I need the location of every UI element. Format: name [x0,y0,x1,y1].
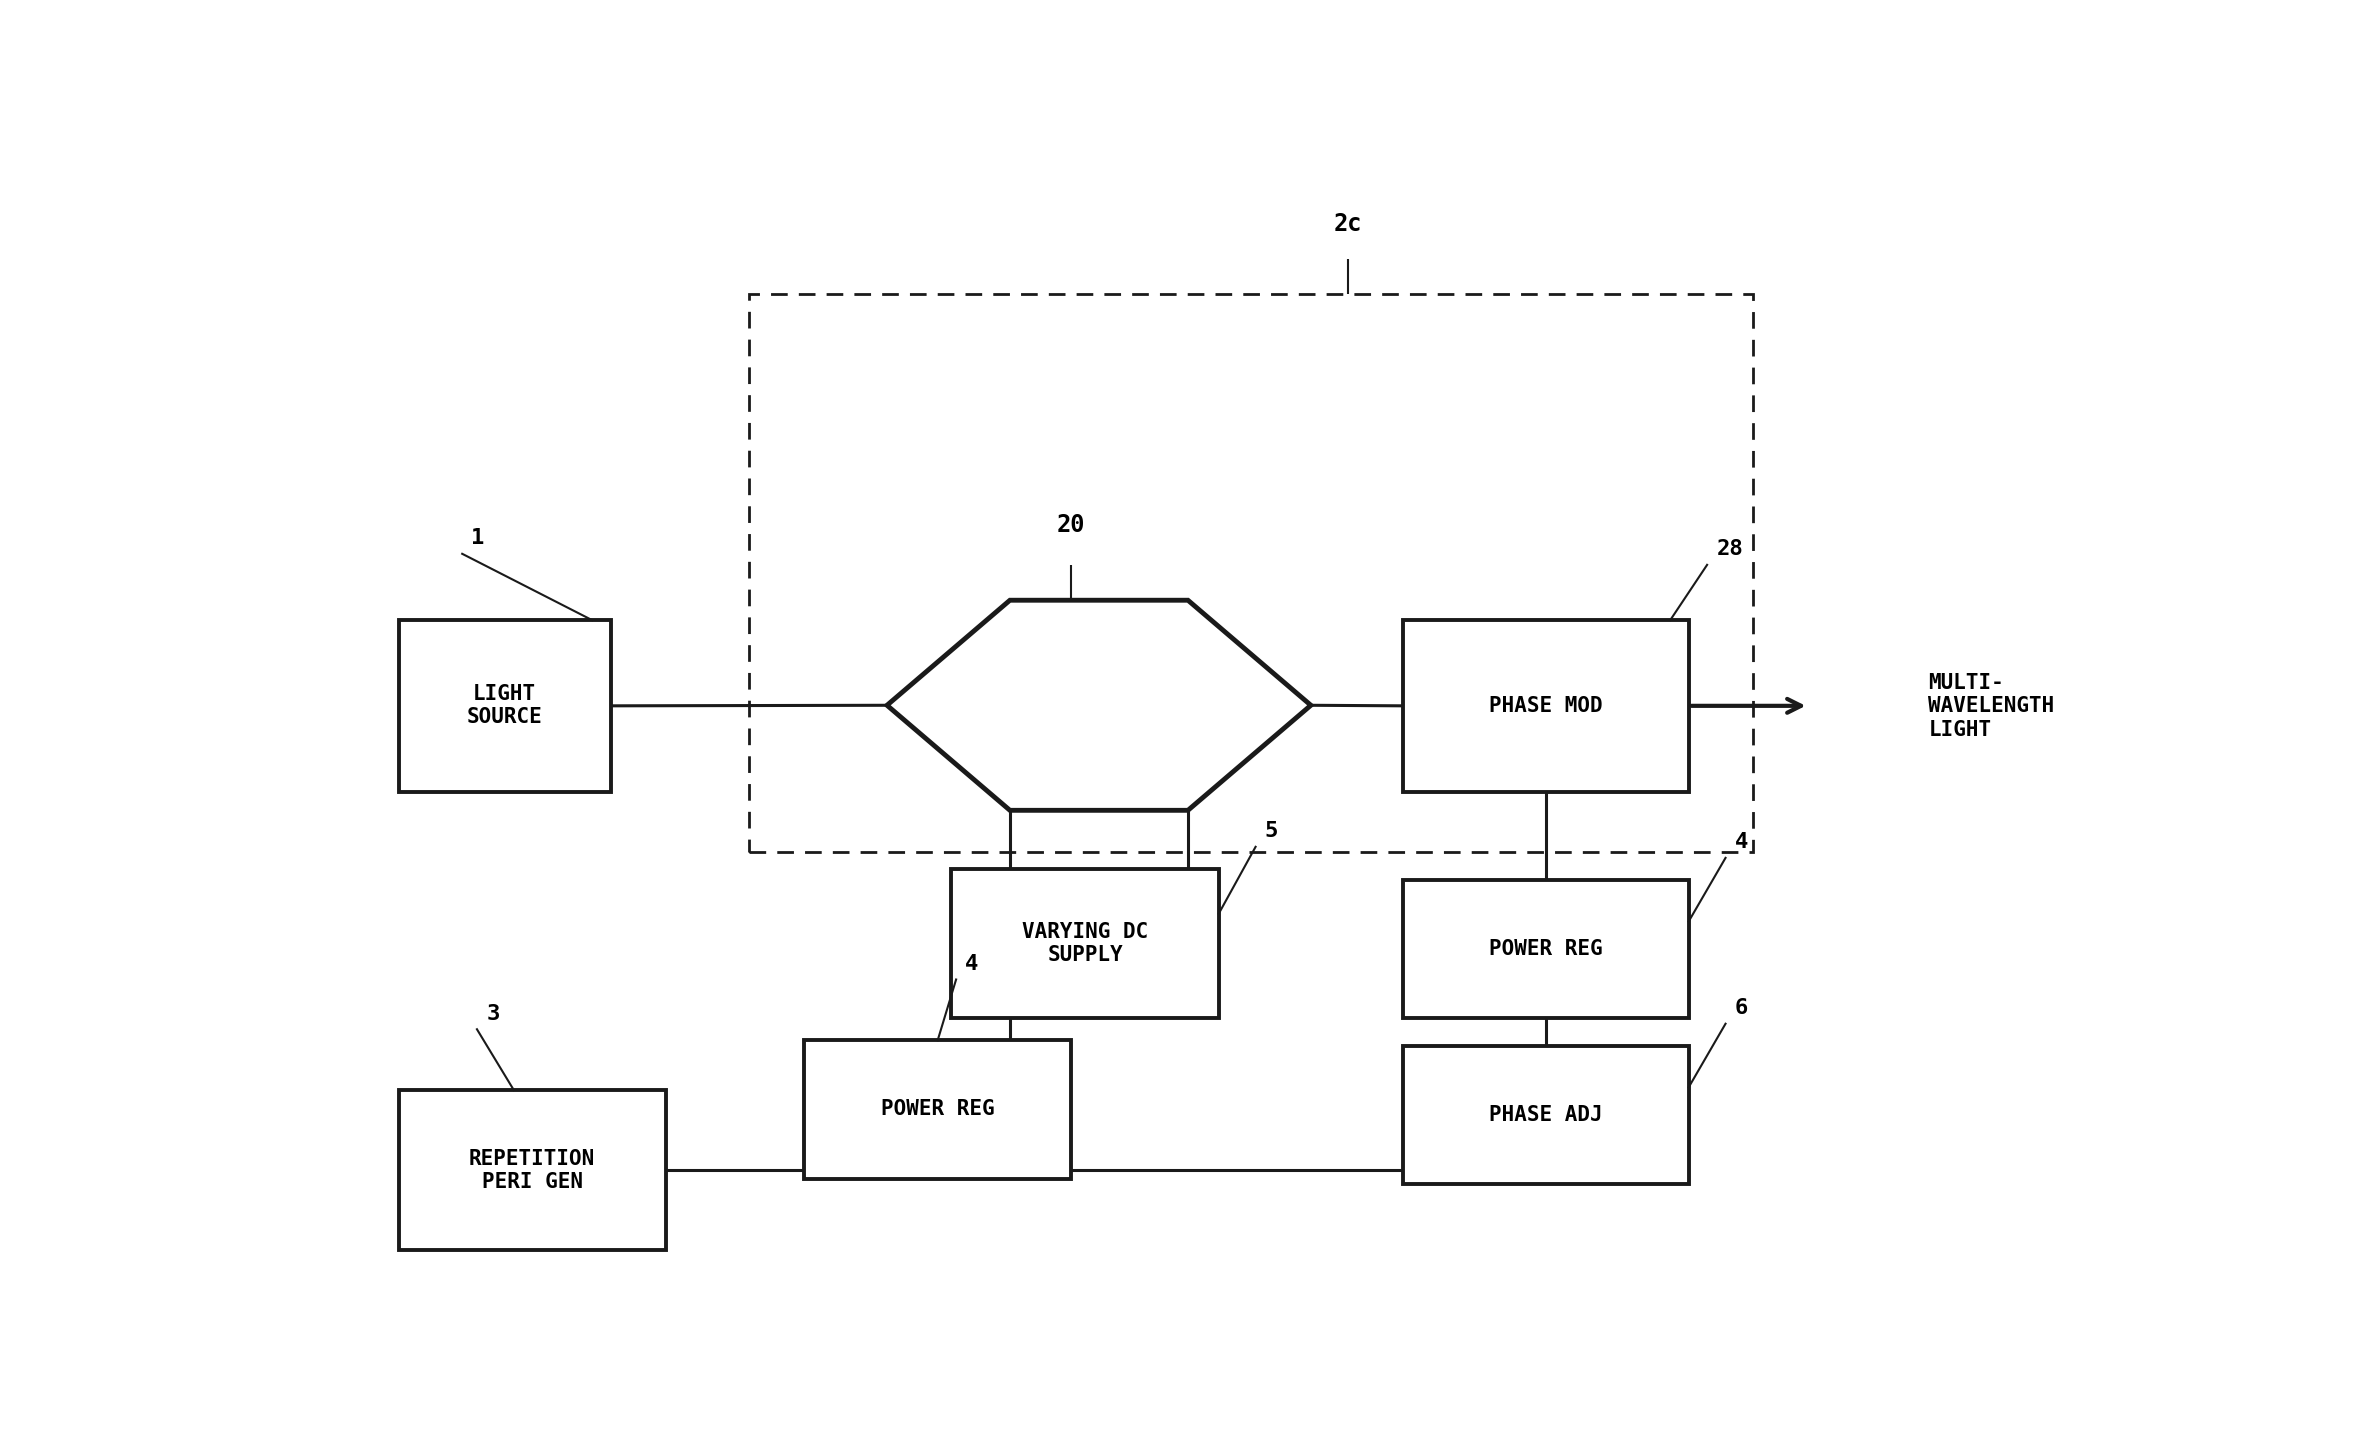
Text: 5: 5 [1265,821,1277,841]
Text: VARYING DC
SUPPLY: VARYING DC SUPPLY [1023,922,1149,965]
Text: POWER REG: POWER REG [1489,939,1603,959]
Text: 1: 1 [471,528,485,549]
Polygon shape [887,600,1310,810]
Bar [400,620,611,791]
Bar [1403,1045,1688,1185]
Text: MULTI-
WAVELENGTH
LIGHT: MULTI- WAVELENGTH LIGHT [1929,673,2055,740]
Text: 4: 4 [1736,833,1748,853]
Bar [804,1040,1072,1179]
Text: 6: 6 [1736,998,1748,1018]
Text: PHASE MOD: PHASE MOD [1489,696,1603,715]
Text: PHASE ADJ: PHASE ADJ [1489,1104,1603,1124]
Text: REPETITION
PERI GEN: REPETITION PERI GEN [468,1149,594,1192]
Bar [1403,620,1688,791]
Text: POWER REG: POWER REG [880,1100,994,1120]
Text: 2c: 2c [1334,213,1363,237]
Text: 3: 3 [485,1004,499,1024]
Text: 28: 28 [1717,540,1743,559]
Text: LIGHT
SOURCE: LIGHT SOURCE [466,684,542,728]
Bar [951,869,1220,1018]
Bar [400,1090,666,1251]
Text: 20: 20 [1058,513,1084,537]
Text: 4: 4 [965,954,980,974]
Bar [1403,880,1688,1018]
Bar [749,294,1753,853]
